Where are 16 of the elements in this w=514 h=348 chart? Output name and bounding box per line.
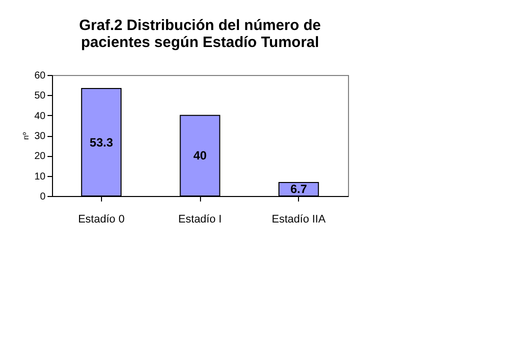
data-label: 40	[193, 148, 207, 163]
text: pacientes según Estadío Tumoral	[80, 34, 320, 51]
y-tick-label: 0	[40, 192, 46, 202]
x-tick-label: Estadío 0	[78, 214, 125, 226]
y-tick-label: 10	[34, 171, 46, 182]
y-axis-title: nº	[21, 132, 30, 140]
y-tick-label: 20	[34, 151, 46, 162]
y-tick-label: 30	[34, 131, 46, 142]
data-label: 53.3	[90, 135, 114, 150]
y-tick-label: 50	[34, 90, 46, 102]
x-tick-label: Estadío IIA	[272, 214, 326, 226]
x-tick-label: Estadío I	[178, 214, 222, 226]
text: Graf.2 Distribución del número de	[79, 17, 321, 34]
y-tick-label: 40	[34, 110, 46, 122]
data-label: 6.7	[290, 182, 308, 196]
y-tick-label: 60	[34, 70, 46, 82]
